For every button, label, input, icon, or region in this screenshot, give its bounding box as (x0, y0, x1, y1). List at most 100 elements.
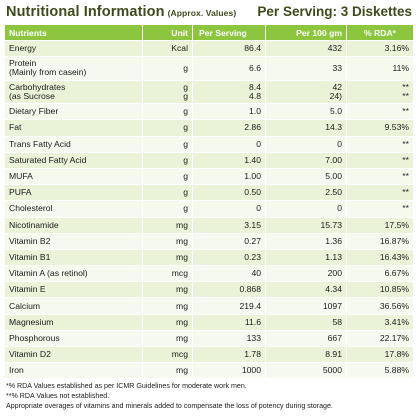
nutrient-name: Magnesium (4, 313, 143, 331)
rda-cell-text: ** (402, 187, 409, 198)
unit-cell: g (142, 135, 193, 153)
per-serving-cell: 40 (192, 265, 266, 283)
rda-cell: ** (346, 103, 414, 121)
rda-cell: ** (346, 200, 414, 218)
per-100gm-cell-text: 7.00 (325, 154, 342, 165)
rda-cell-text: 36.56% (379, 300, 409, 311)
unit-cell: mg (142, 362, 193, 380)
per-100gm-cell-text: 5000 (322, 365, 342, 376)
per-100gm-cell-text: 432 (327, 43, 342, 54)
unit-cell-text: mcg (171, 268, 188, 279)
per-100gm-cell: 15.73 (265, 216, 347, 234)
per-serving-cell-text: 1.78 (244, 349, 261, 360)
rda-cell: ** (346, 151, 414, 169)
per-100gm-cell-text: 33 (332, 62, 342, 73)
per-100gm-cell: 8.91 (265, 345, 347, 364)
nutrient-name-text: Iron (9, 365, 24, 376)
nutrition-table: Nutrients Unit Per Serving Per 100 gm % … (4, 24, 414, 380)
table-row: Carbohydrates (as Sucrose g g 8.4 4.8 42 24) ** *… (4, 79, 414, 105)
per-100gm-cell: 2.50 (265, 184, 347, 202)
per-100gm-cell: 1.36 (265, 232, 347, 250)
table-row: Phosphorous mg 133 667 22.17% (4, 329, 414, 348)
nutrient-name-text: Carbohydrates (9, 81, 66, 92)
unit-cell-text: mg (176, 332, 188, 343)
rda-cell: 22.17% (346, 329, 414, 348)
per-100gm-cell-text: 5.00 (325, 171, 342, 182)
per-serving-cell: 0 (192, 135, 266, 153)
table-row: Protein (Mainly from casein) g 6.6 33 11% (4, 56, 414, 81)
table-row: Magnesium mg 11.6 58 3.41% (4, 313, 414, 331)
table-row: Nicotinamide mg 3.15 15.73 17.5% (4, 216, 414, 234)
table-body: Energy Kcal 86.4 432 3.16% Protein (Mainly fro… (4, 39, 414, 380)
column-header-unit: Unit (142, 24, 193, 41)
footnote-overages: Appropriate overages of vitamins and min… (6, 402, 333, 410)
nutrient-name: Phosphorous (4, 329, 143, 348)
per-100gm-cell-text: 1.36 (325, 235, 342, 246)
nutrient-name-text: (Mainly from casein) (9, 67, 87, 78)
per-100gm-cell-text: 667 (327, 332, 342, 343)
per-100gm-cell: 1.13 (265, 248, 347, 267)
rda-cell: 3.41% (346, 313, 414, 331)
unit-cell-text: mcg (171, 349, 188, 360)
nutrient-name: Protein (Mainly from casein) (4, 56, 143, 81)
unit-cell: Kcal (142, 39, 193, 58)
per-serving-cell-text: 4.8 (249, 90, 261, 101)
table-row: Vitamin A (as retinol) mcg 40 200 6.67% (4, 265, 414, 283)
nutrient-name: Vitamin B1 (4, 248, 143, 267)
unit-cell: g (142, 119, 193, 137)
per-100gm-cell: 667 (265, 329, 347, 348)
unit-cell: mcg (142, 265, 193, 283)
per-serving-cell: 0.23 (192, 248, 266, 267)
table-row: Calcium mg 219.4 1097 36.56% (4, 297, 414, 315)
rda-cell-text: 3.41% (384, 316, 409, 327)
table-row: Vitamin E mg 0.868 4.34 10.85% (4, 281, 414, 299)
per-100gm-cell-text: 1097 (322, 300, 342, 311)
nutrient-name-text: Vitamin B2 (9, 235, 51, 246)
rda-cell-text: ** (402, 154, 409, 165)
nutrient-name: Cholesterol (4, 200, 143, 218)
per-100gm-cell: 432 (265, 39, 347, 58)
nutrient-name: PUFA (4, 184, 143, 202)
unit-cell-text: g (183, 187, 188, 198)
unit-cell-text: g (183, 203, 188, 214)
per-100gm-cell-text: 14.3 (325, 122, 342, 133)
unit-cell: mg (142, 297, 193, 315)
rda-cell-text: 9.53% (384, 122, 409, 133)
nutrient-name: Vitamin A (as retinol) (4, 265, 143, 283)
nutrient-name-text: Cholesterol (9, 203, 53, 214)
nutrient-name-text: Magnesium (9, 316, 54, 327)
per-100gm-cell-text: 1.13 (325, 251, 342, 262)
rda-cell-text: 16.43% (379, 251, 409, 262)
nutrient-name: Vitamin B2 (4, 232, 143, 250)
table-row: Fat g 2.86 14.3 9.53% (4, 119, 414, 137)
rda-cell: 17.5% (346, 216, 414, 234)
per-serving-cell-text: 133 (246, 332, 261, 343)
nutrient-name: Saturated Fatty Acid (4, 151, 143, 169)
per-100gm-cell-text: 2.50 (325, 187, 342, 198)
per-serving-cell-text: 3.15 (244, 219, 261, 230)
per-serving-cell-text: 86.4 (244, 43, 261, 54)
unit-cell-text: g (183, 90, 188, 101)
per-serving-cell-text: 0.23 (244, 251, 261, 262)
per-serving-cell-text: 6.6 (249, 62, 261, 73)
unit-cell: g (142, 167, 193, 186)
nutrient-name: Energy (4, 39, 143, 58)
per-serving-cell-text: 2.86 (244, 122, 261, 133)
nutrient-name: Iron (4, 362, 143, 380)
per-100gm-cell: 4.34 (265, 281, 347, 299)
rda-cell-text: 11% (392, 62, 409, 73)
nutrient-name-text: Energy (9, 43, 37, 54)
nutrient-name: Nicotinamide (4, 216, 143, 234)
footnote-rda: *% RDA Values established as per ICMR Gu… (6, 382, 247, 390)
page-title: Nutritional Information (Approx. Values) (6, 4, 236, 20)
per-serving-cell-text: 1.40 (244, 154, 261, 165)
nutrient-name: Dietary Fiber (4, 103, 143, 121)
per-100gm-cell: 0 (265, 135, 347, 153)
rda-cell-text: ** (402, 106, 409, 117)
rda-cell: 16.43% (346, 248, 414, 267)
nutrient-name: Carbohydrates (as Sucrose (4, 79, 143, 105)
per-serving-cell: 0.868 (192, 281, 266, 299)
unit-cell: g (142, 200, 193, 218)
per-serving-cell: 86.4 (192, 39, 266, 58)
unit-cell: mg (142, 329, 193, 348)
